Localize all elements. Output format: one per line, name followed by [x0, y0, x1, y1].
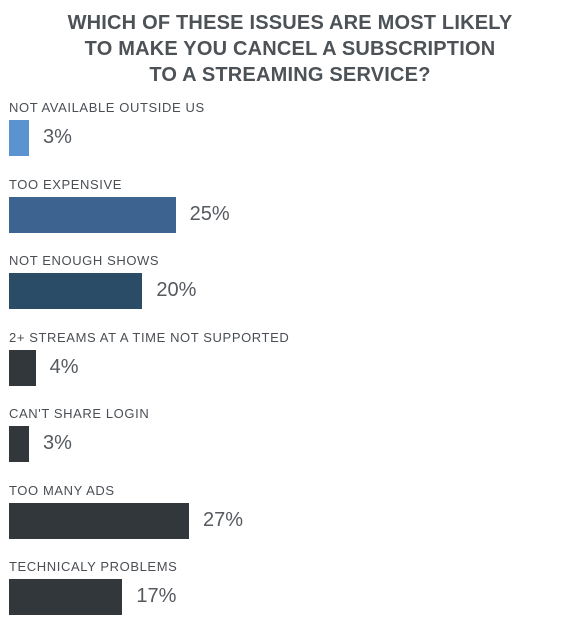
bar-row: TOO MANY ADS 27% [0, 483, 580, 555]
chart-title-line-3: TO A STREAMING SERVICE? [149, 64, 431, 86]
bar-row: NOT ENOUGH SHOWS 20% [0, 253, 580, 325]
bar-row: TOO EXPENSIVE 25% [0, 177, 580, 249]
bar-row: 2+ STREAMS AT A TIME NOT SUPPORTED 4% [0, 330, 580, 402]
bar [9, 579, 123, 615]
category-label: TOO MANY ADS [9, 482, 115, 498]
bar [9, 349, 36, 386]
bar [9, 120, 29, 156]
chart-title-line-1: WHICH OF THESE ISSUES ARE MOST LIKELY [67, 12, 513, 34]
category-label: NOT AVAILABLE OUTSIDE US [9, 100, 205, 115]
value-label: 4% [49, 355, 79, 378]
category-label: TECHNICALY PROBLEMS [9, 559, 178, 574]
value-label: 25% [189, 202, 230, 225]
category-label: 2+ STREAMS AT A TIME NOT SUPPORTED [9, 329, 290, 345]
value-label: 3% [43, 432, 72, 454]
chart-title-line-2: TO MAKE YOU CANCEL A SUBSCRIPTION [84, 38, 496, 60]
category-label: TOO EXPENSIVE [9, 176, 123, 192]
value-label: 27% [203, 508, 244, 531]
category-label: NOT ENOUGH SHOWS [9, 253, 160, 268]
value-label: 17% [136, 585, 177, 607]
bar [9, 502, 189, 539]
value-label: 3% [43, 126, 72, 148]
bar [9, 196, 176, 233]
chart-title: WHICH OF THESE ISSUES ARE MOST LIKELY TO… [0, 10, 580, 88]
bar-row: CAN'T SHARE LOGIN 3% [0, 406, 580, 478]
category-label: CAN'T SHARE LOGIN [9, 406, 150, 421]
bar-row: NOT AVAILABLE OUTSIDE US 3% [0, 100, 580, 172]
bar-row: TECHNICALY PROBLEMS 17% [0, 559, 580, 631]
bar [9, 273, 143, 309]
value-label: 20% [156, 279, 197, 301]
bar [9, 426, 29, 462]
